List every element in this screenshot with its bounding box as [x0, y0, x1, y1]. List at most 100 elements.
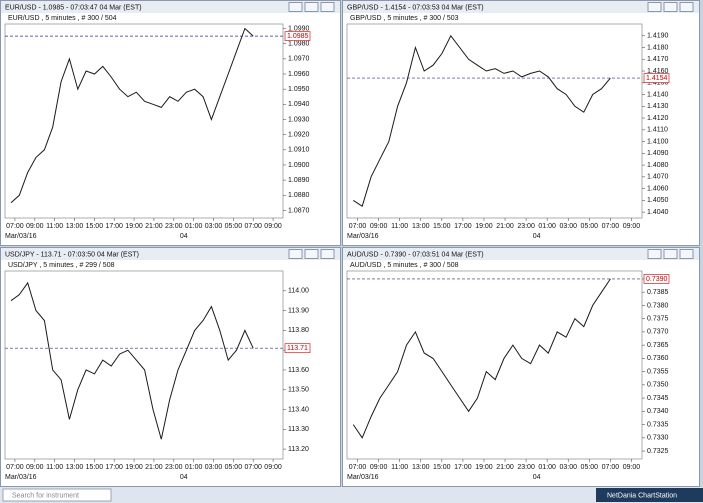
date-label: Mar/03/16 — [347, 474, 379, 481]
last-price-label: 0.7390 — [646, 276, 668, 283]
y-tick-label: 1.0940 — [288, 101, 310, 108]
y-tick-label: 1.0890 — [288, 177, 310, 184]
x-tick-label: 17:00 — [105, 223, 123, 230]
date-label: Mar/03/16 — [5, 474, 37, 481]
taskbar — [0, 487, 703, 503]
x-tick-label: 23:00 — [165, 223, 183, 230]
date-label: 04 — [180, 233, 188, 240]
last-price-label: 113.71 — [287, 345, 308, 352]
y-tick-label: 1.4180 — [647, 44, 669, 51]
date-label: 04 — [533, 233, 541, 240]
y-tick-label: 1.4120 — [647, 115, 669, 122]
last-price-box — [643, 73, 670, 83]
y-tick-label: 1.4060 — [647, 185, 669, 192]
y-tick-label: 0.7365 — [647, 342, 669, 349]
y-tick-label: 1.4040 — [647, 209, 669, 216]
x-tick-label: 09:00 — [264, 223, 282, 230]
x-tick-label: 19:00 — [475, 223, 493, 230]
y-tick-label: 0.7335 — [647, 421, 669, 428]
y-tick-label: 1.4130 — [647, 103, 669, 110]
x-tick-label: 15:00 — [433, 223, 451, 230]
y-tick-label: 1.4100 — [647, 138, 669, 145]
x-tick-label: 13:00 — [412, 223, 430, 230]
y-tick-label: 1.0960 — [288, 71, 310, 78]
window-button[interactable] — [679, 249, 694, 259]
y-tick-label: 113.50 — [288, 387, 309, 394]
x-tick-label: 05:00 — [225, 464, 243, 471]
y-tick-label: 113.80 — [288, 327, 309, 334]
plot-frame — [4, 270, 284, 460]
y-tick-label: 1.0990 — [288, 25, 310, 32]
y-tick-label: 113.40 — [288, 406, 309, 413]
x-tick-label: 11:00 — [46, 464, 63, 471]
x-tick-label: 07:00 — [349, 223, 367, 230]
date-label: Mar/03/16 — [347, 233, 379, 240]
panel-subtitle: USD/JPY , 5 minutes , # 299 / 508 — [8, 262, 115, 269]
window-button[interactable] — [304, 2, 319, 12]
y-tick-label: 1.4050 — [647, 197, 669, 204]
x-tick-label: 11:00 — [391, 223, 408, 230]
x-tick-label: 07:00 — [244, 464, 262, 471]
panel-subtitle: GBP/USD , 5 minutes , # 300 / 503 — [350, 15, 459, 22]
y-tick-label: 1.4160 — [647, 68, 669, 75]
panel-title: AUD/USD - 0.7390 - 07:03:51 04 Mar (EST) — [347, 251, 484, 258]
y-tick-label: 0.7345 — [647, 395, 669, 402]
x-tick-label: 23:00 — [165, 464, 183, 471]
window-button[interactable] — [647, 249, 662, 259]
window-button[interactable] — [320, 249, 335, 259]
y-tick-label: 0.7350 — [647, 382, 669, 389]
y-tick-label: 0.7360 — [647, 355, 669, 362]
x-tick-label: 11:00 — [391, 464, 408, 471]
x-tick-label: 07:00 — [244, 223, 262, 230]
x-tick-label: 07:00 — [602, 464, 620, 471]
y-tick-label: 1.0930 — [288, 116, 310, 123]
panel — [0, 0, 341, 246]
window-button[interactable] — [288, 249, 303, 259]
panel-title: GBP/USD - 1.4154 - 07:03:53 04 Mar (EST) — [347, 4, 484, 11]
search-box[interactable] — [2, 488, 112, 502]
window-button[interactable] — [663, 2, 678, 12]
x-tick-label: 07:00 — [6, 223, 24, 230]
y-tick-label: 1.0910 — [288, 147, 310, 154]
y-tick-label: 0.7355 — [647, 368, 669, 375]
y-tick-label: 1.0920 — [288, 131, 310, 138]
last-price-box — [643, 274, 670, 284]
panel — [342, 0, 700, 246]
x-tick-label: 13:00 — [412, 464, 430, 471]
window-button[interactable] — [288, 2, 303, 12]
x-tick-label: 19:00 — [125, 223, 143, 230]
window-button[interactable] — [663, 249, 678, 259]
app-badge — [596, 488, 703, 502]
x-tick-label: 05:00 — [581, 464, 599, 471]
last-price-box — [284, 31, 311, 41]
x-tick-label: 19:00 — [475, 464, 493, 471]
x-tick-label: 05:00 — [225, 223, 243, 230]
x-tick-label: 15:00 — [433, 464, 451, 471]
y-tick-label: 0.7330 — [647, 435, 669, 442]
y-tick-label: 1.4150 — [647, 80, 669, 87]
window-button[interactable] — [679, 2, 694, 12]
y-tick-label: 113.20 — [288, 446, 309, 453]
date-label: Mar/03/16 — [5, 233, 37, 240]
panel — [0, 247, 341, 487]
panel-title: EUR/USD - 1.0985 - 07:03:47 04 Mar (EST) — [5, 4, 142, 11]
window-button[interactable] — [320, 2, 335, 12]
y-tick-label: 1.4090 — [647, 150, 669, 157]
panel — [342, 247, 700, 487]
y-tick-label: 1.4080 — [647, 162, 669, 169]
x-tick-label: 05:00 — [581, 223, 599, 230]
last-price-label: 1.0985 — [287, 33, 309, 40]
x-tick-label: 09:00 — [26, 464, 44, 471]
panel-title-bar — [343, 248, 699, 260]
x-tick-label: 03:00 — [559, 223, 577, 230]
price-line — [10, 281, 254, 440]
window-button[interactable] — [304, 249, 319, 259]
panel-title-bar — [1, 1, 340, 13]
x-tick-label: 15:00 — [86, 464, 104, 471]
x-tick-label: 13:00 — [66, 464, 84, 471]
x-tick-label: 17:00 — [454, 464, 472, 471]
window-button[interactable] — [647, 2, 662, 12]
x-tick-label: 01:00 — [185, 464, 203, 471]
x-tick-label: 21:00 — [496, 223, 514, 230]
